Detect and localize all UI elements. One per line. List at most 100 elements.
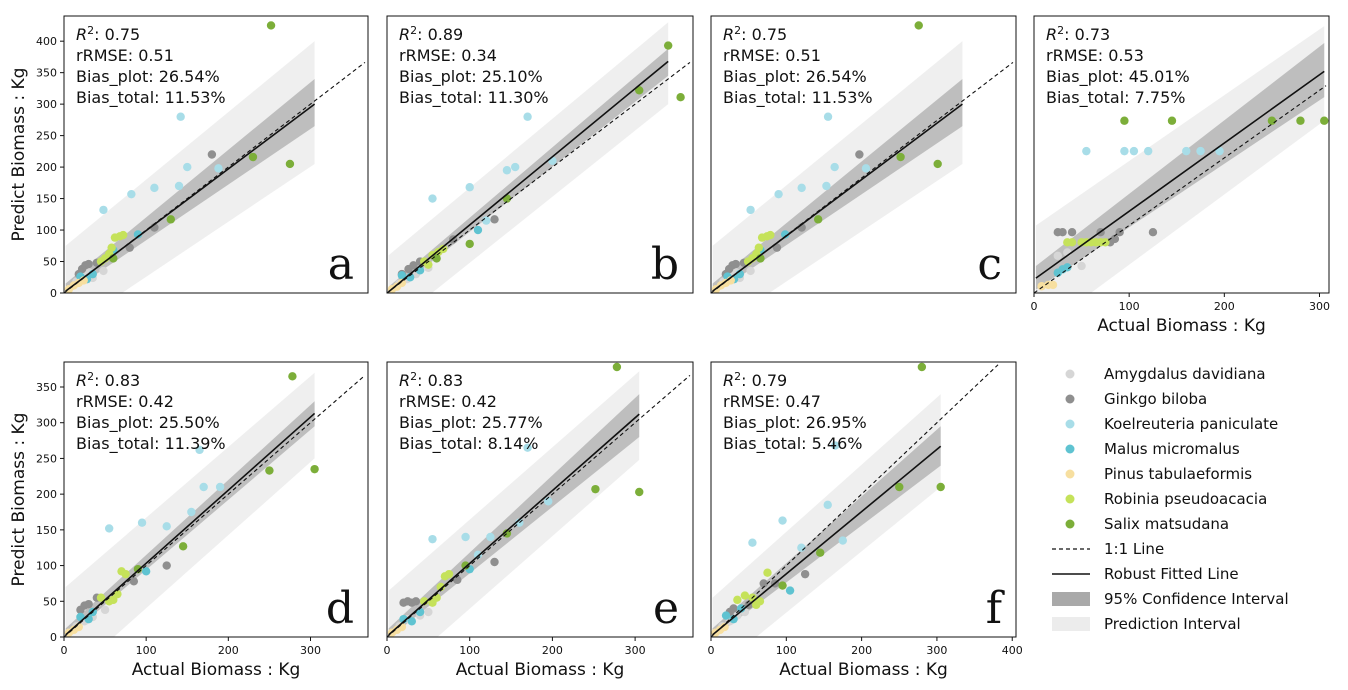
y-tick-label: 50 [43, 595, 57, 608]
stat-label: Bias_plot: 26.95% [723, 413, 867, 433]
r-squared-label: R2: 0.73 [1046, 24, 1110, 45]
data-point [183, 162, 192, 172]
data-point [1296, 116, 1305, 125]
confidence-interval-band [65, 78, 315, 293]
x-axis-title: Actual Biomass : Kg [456, 660, 625, 680]
data-point [780, 230, 790, 239]
legend-item: Koelreuteria paniculate [1065, 415, 1278, 433]
data-point [523, 112, 532, 121]
data-point [591, 484, 600, 494]
panel-letter: d [326, 583, 354, 634]
data-point [444, 569, 454, 579]
legend-label: Prediction Interval [1104, 615, 1241, 633]
data-point [917, 362, 927, 372]
data-point [1120, 146, 1129, 156]
data-point [397, 278, 407, 288]
robust-fitted-line [388, 60, 669, 293]
data-point [914, 21, 923, 30]
data-point [548, 156, 557, 165]
stat-label: Bias_total: 5.46% [723, 434, 862, 454]
data-point [461, 532, 470, 542]
x-axis-title: Actual Biomass : Kg [132, 660, 301, 680]
confidence-interval-band [712, 78, 963, 293]
legend: Amygdalus davidiana Ginkgo biloba Koelreut… [1052, 365, 1289, 633]
x-tick-label: 100 [776, 644, 797, 657]
data-point [84, 259, 93, 269]
data-point [121, 569, 130, 579]
x-tick-label: 300 [1309, 300, 1330, 313]
y-tick-label: 100 [36, 560, 57, 573]
stat-label: Bias_total: 11.30% [399, 88, 549, 108]
data-point [1077, 261, 1086, 271]
x-tick-label: 200 [1214, 300, 1235, 313]
y-tick-label: 250 [36, 130, 57, 143]
stat-label: Bias_total: 8.14% [399, 434, 538, 454]
stat-label: Bias_total: 7.75% [1046, 88, 1185, 108]
plot-frame [63, 361, 369, 638]
x-tick-label: 300 [625, 644, 646, 657]
legend-marker [1065, 419, 1075, 429]
legend-marker [1065, 494, 1075, 504]
y-tick-label: 150 [36, 524, 57, 537]
data-point [107, 243, 116, 252]
robust-fitted-line [65, 412, 316, 636]
robust-fitted-line [1035, 70, 1325, 279]
data-point [896, 152, 905, 162]
one-to-one-line [387, 61, 691, 293]
data-point [129, 577, 139, 586]
stat-label: rRMSE: 0.51 [76, 46, 174, 65]
data-point [861, 164, 871, 173]
plot-frame [386, 15, 694, 294]
data-point [248, 152, 258, 162]
data-point [482, 216, 491, 225]
plot-frame [710, 361, 1017, 638]
robust-fitted-line [388, 413, 640, 636]
data-point [721, 611, 731, 620]
r-squared-label: R2: 0.83 [76, 370, 140, 391]
plot-frame [63, 15, 369, 294]
one-to-one-line [711, 364, 999, 637]
legend-marker [1065, 369, 1075, 379]
data-point [118, 230, 128, 240]
data-point [754, 243, 764, 252]
stat-label: Bias_plot: 26.54% [723, 67, 867, 87]
legend-item: Pinus tabulaeformis [1065, 465, 1252, 483]
data-point [785, 586, 795, 595]
one-to-one-line [387, 374, 691, 637]
r-squared-label: R2: 0.75 [723, 24, 787, 45]
data-point [1120, 116, 1129, 125]
y-tick-label: 0 [50, 287, 57, 300]
robust-fitted-line [65, 103, 316, 292]
plot-frame [710, 15, 1017, 294]
data-point [84, 599, 93, 609]
one-to-one-line [64, 374, 366, 637]
data-point [1182, 146, 1191, 156]
data-point [99, 205, 108, 215]
stat-label: rRMSE: 0.51 [723, 46, 821, 65]
legend-label: Robust Fitted Line [1104, 565, 1239, 583]
data-point [465, 183, 474, 192]
data-point [465, 239, 474, 249]
data-point [187, 507, 196, 517]
y-tick-label: 350 [36, 381, 57, 394]
data-point [733, 595, 742, 605]
prediction-interval-band [388, 22, 669, 293]
legend-item: Robinia pseudoacacia [1065, 490, 1267, 508]
data-point [813, 215, 823, 224]
data-point [766, 230, 775, 240]
data-point [125, 243, 134, 252]
legend-label: 95% Confidence Interval [1104, 590, 1289, 608]
data-point [1037, 282, 1046, 291]
stat-label: Bias_total: 11.39% [76, 434, 226, 454]
data-point [1215, 146, 1224, 156]
data-point [1129, 146, 1139, 156]
legend-label: Amygdalus davidiana [1104, 365, 1266, 383]
data-point [195, 445, 204, 455]
stat-label: rRMSE: 0.47 [723, 392, 821, 411]
y-tick-label: 100 [36, 224, 57, 237]
stat-label: Bias_plot: 45.01% [1046, 67, 1190, 87]
